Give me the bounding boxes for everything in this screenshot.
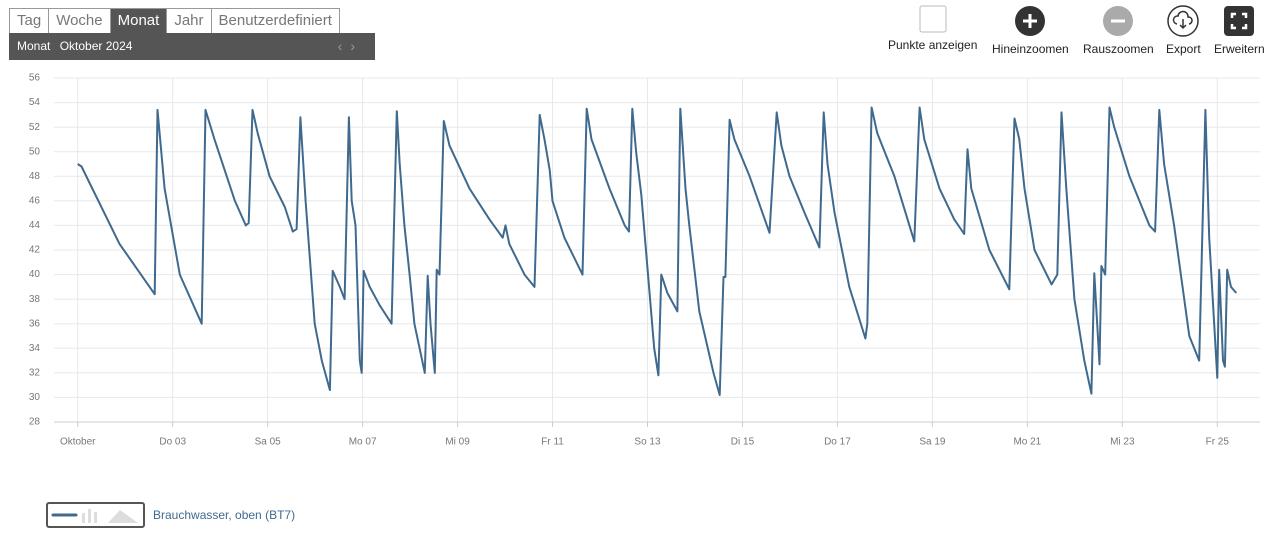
export-button[interactable]: Export: [1166, 5, 1201, 56]
x-tick-label: Fr 11: [541, 437, 564, 448]
y-tick-label: 30: [29, 392, 41, 403]
period-unit: Monat: [17, 39, 51, 53]
x-tick-label: Mo 07: [349, 437, 377, 448]
x-tick-label: Mi 23: [1110, 437, 1135, 448]
y-tick-label: 44: [29, 220, 41, 231]
y-tick-label: 36: [29, 318, 41, 329]
period-label: Oktober 2024: [59, 39, 133, 53]
y-tick-label: 34: [29, 343, 41, 354]
tool-label: Rauszoomen: [1083, 42, 1154, 56]
expand-button[interactable]: Erweitern: [1214, 5, 1265, 56]
x-tick-label: Do 17: [824, 437, 851, 448]
tool-label: Hineinzoomen: [992, 42, 1069, 56]
y-tick-label: 28: [29, 417, 41, 428]
period-bar: Monat Oktober 2024 ‹›: [9, 33, 375, 60]
x-tick-label: Sa 05: [255, 437, 282, 448]
series-line: [77, 106, 1238, 396]
x-tick-label: Do 03: [159, 437, 186, 448]
range-tabs: Tag Woche Monat Jahr Benutzerdefiniert: [9, 8, 340, 34]
y-tick-label: 40: [29, 269, 41, 280]
y-tick-label: 56: [29, 73, 41, 84]
zoom-out-button[interactable]: Rauszoomen: [1083, 5, 1154, 56]
range-tab[interactable]: Benutzerdefiniert: [211, 9, 339, 33]
legend-toggle[interactable]: [46, 502, 145, 528]
x-tick-label: Oktober: [60, 437, 96, 448]
zoom-in-button[interactable]: Hineinzoomen: [992, 5, 1069, 56]
tool-label: Erweitern: [1214, 42, 1265, 56]
tool-label: Punkte anzeigen: [888, 38, 978, 52]
y-tick-label: 52: [29, 122, 41, 133]
y-tick-label: 54: [29, 97, 41, 108]
show-points-button[interactable]: Punkte anzeigen: [888, 5, 977, 52]
y-tick-label: 42: [29, 245, 41, 256]
x-tick-label: So 13: [634, 437, 661, 448]
legend-label: Brauchwasser, oben (BT7): [153, 508, 296, 522]
period-arrows[interactable]: ‹›: [337, 38, 363, 54]
zoom-in-icon: [1015, 6, 1046, 36]
tool-label: Export: [1166, 42, 1201, 56]
x-tick-label: Fr 25: [1206, 437, 1230, 448]
x-tick-label: Mi 09: [445, 437, 470, 448]
export-icon: [1167, 5, 1200, 37]
expand-icon: [1224, 6, 1255, 36]
y-tick-label: 48: [29, 171, 41, 182]
x-tick-label: Di 15: [731, 437, 755, 448]
y-tick-label: 50: [29, 146, 41, 157]
range-tab[interactable]: Woche: [49, 9, 111, 33]
y-tick-label: 46: [29, 195, 41, 206]
range-tab[interactable]: Monat: [110, 9, 168, 33]
zoom-out-icon: [1103, 6, 1134, 36]
checkbox-icon: [919, 5, 947, 33]
x-tick-label: Mo 21: [1013, 437, 1041, 448]
x-tick-label: Sa 19: [919, 437, 946, 448]
range-tab[interactable]: Tag: [10, 9, 50, 33]
y-tick-label: 38: [29, 294, 41, 305]
y-tick-label: 32: [29, 367, 41, 378]
range-tab[interactable]: Jahr: [167, 9, 212, 33]
legend-icons: [51, 509, 138, 523]
